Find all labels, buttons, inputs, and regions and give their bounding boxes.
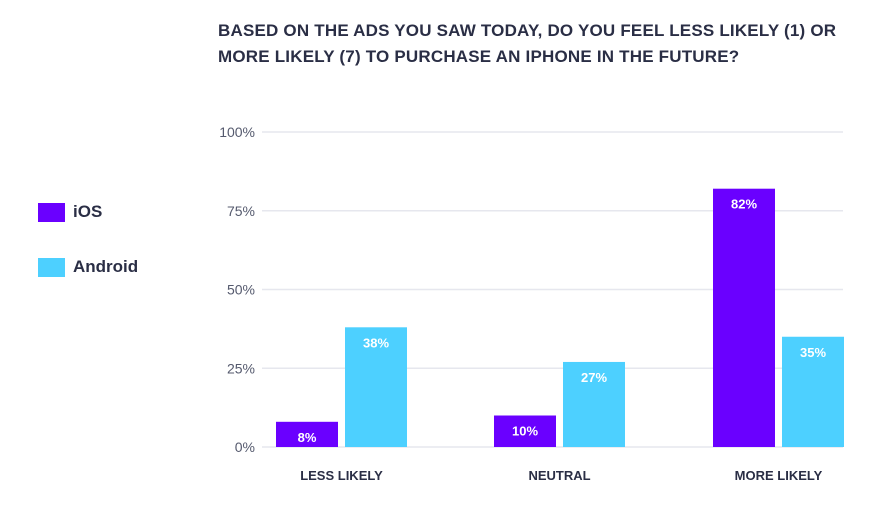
data-label: 38% <box>363 335 389 350</box>
data-label: 35% <box>800 345 826 360</box>
bar-android <box>563 361 625 447</box>
legend-label-android: Android <box>73 257 139 276</box>
legend-item-android: Android <box>38 257 138 277</box>
x-category-label: LESS LIKELY <box>300 468 383 483</box>
x-category-label: MORE LIKELY <box>735 468 823 483</box>
data-label: 82% <box>731 197 757 212</box>
chart-title: BASED ON THE ADS YOU SAW TODAY, DO YOU F… <box>218 21 837 66</box>
legend-swatch-android <box>38 257 65 277</box>
data-label: 27% <box>581 370 607 385</box>
legend-swatch-ios <box>38 202 65 222</box>
y-tick-label: 25% <box>227 360 255 376</box>
bar-android <box>345 327 407 447</box>
x-category-label: NEUTRAL <box>528 468 590 483</box>
data-label: 10% <box>512 424 538 439</box>
bar-ios <box>494 415 556 447</box>
legend-label-ios: iOS <box>73 202 103 221</box>
y-tick-label: 100% <box>219 124 255 140</box>
data-label: 8% <box>298 430 317 445</box>
y-tick-label: 50% <box>227 282 255 298</box>
y-tick-label: 75% <box>227 203 255 219</box>
bar-ios <box>276 421 338 447</box>
bar-android <box>782 336 844 447</box>
legend-item-ios: iOS <box>38 202 102 222</box>
bar-ios <box>713 188 775 447</box>
y-tick-label: 0% <box>235 439 255 455</box>
